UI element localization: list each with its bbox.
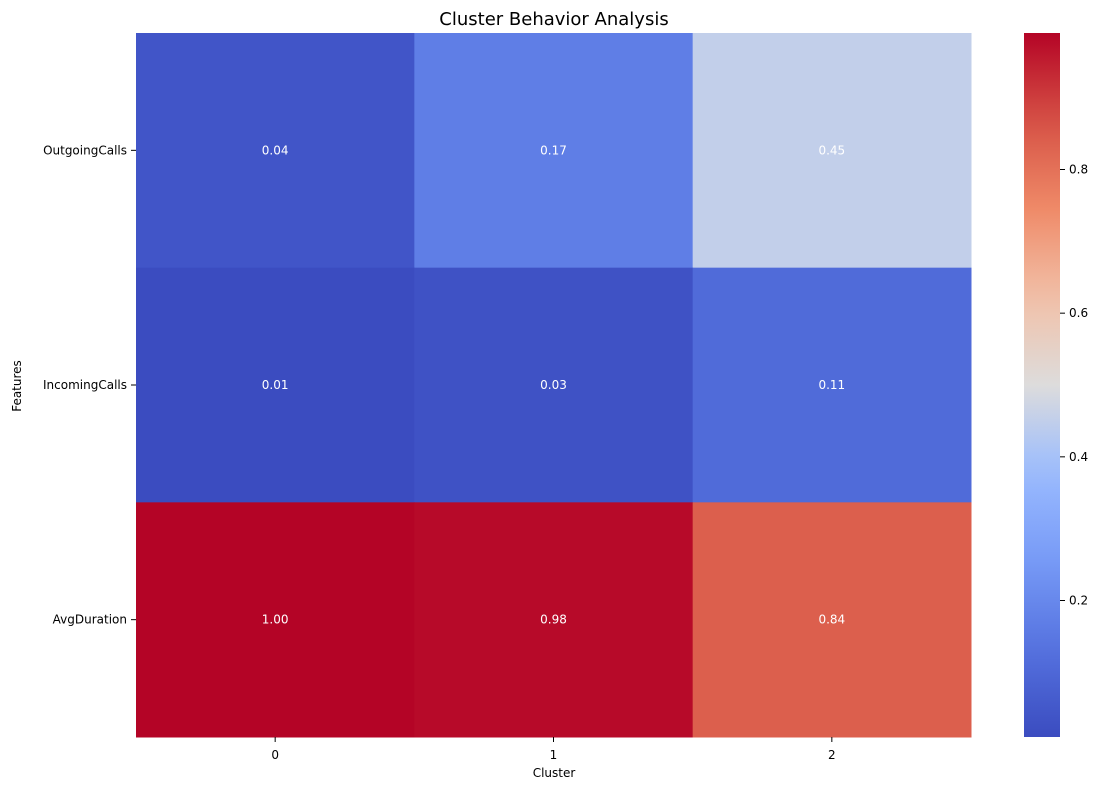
cell-value-label: 0.01: [262, 378, 289, 392]
y-tick-label: AvgDuration: [53, 613, 127, 627]
colorbar-tick-label: 0.2: [1069, 594, 1088, 608]
cell-value-label: 0.84: [818, 613, 845, 627]
x-axis: 0 1 2: [271, 737, 835, 762]
colorbar-tick-label: 0.8: [1069, 162, 1088, 176]
colorbar: 0.2 0.4 0.6 0.8: [1024, 33, 1088, 737]
x-tick-label: 0: [271, 748, 279, 762]
colorbar-tick-label: 0.4: [1069, 450, 1088, 464]
cell-value-label: 0.03: [540, 378, 567, 392]
heatmap-cells: 0.04 0.17 0.45 0.01 0.03 0.11 1.00 0.98 0.84: [136, 33, 972, 738]
y-axis: OutgoingCalls IncomingCalls AvgDuration: [43, 143, 136, 626]
cell-value-label: 0.98: [540, 613, 567, 627]
y-axis-label: Features: [10, 360, 24, 412]
y-tick-label: IncomingCalls: [43, 378, 127, 392]
chart-title: Cluster Behavior Analysis: [439, 9, 668, 30]
colorbar-tick-label: 0.6: [1069, 306, 1088, 320]
cell-value-label: 1.00: [262, 613, 289, 627]
x-tick-label: 1: [550, 748, 558, 762]
colorbar-gradient: [1024, 33, 1060, 737]
cell-value-label: 0.04: [262, 143, 289, 157]
cell-value-label: 0.17: [540, 143, 567, 157]
x-axis-label: Cluster: [533, 766, 576, 780]
cell-value-label: 0.45: [818, 143, 845, 157]
x-tick-label: 2: [828, 748, 836, 762]
y-tick-label: OutgoingCalls: [43, 143, 127, 157]
cell-value-label: 0.11: [818, 378, 845, 392]
